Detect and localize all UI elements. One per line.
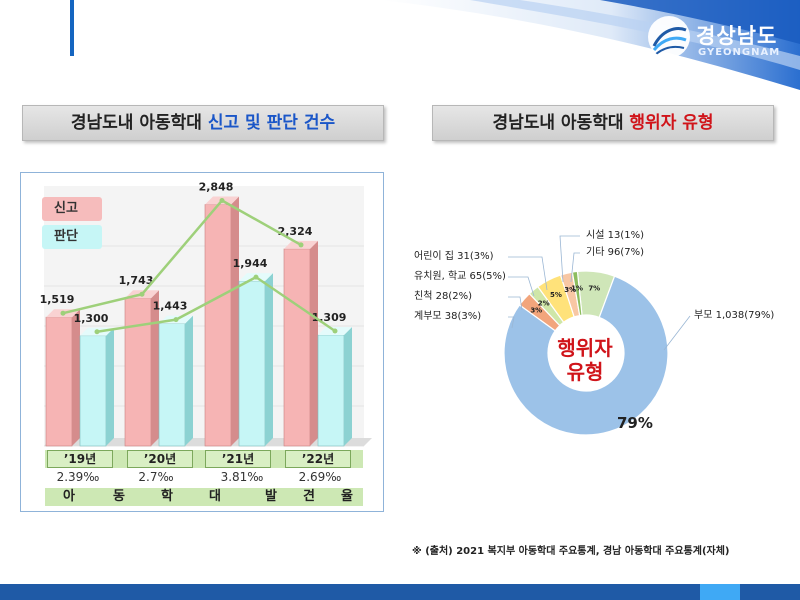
rate-title-char: 학 [161,489,173,504]
rate-title-char: 아 [63,489,75,504]
header-wave [380,0,800,90]
logo-name: 경상남도 [696,24,778,48]
leader-line [559,235,580,283]
bar-신고 [45,316,73,447]
trend-point [332,328,338,334]
year-label: ’22년 [285,450,351,468]
rate-title-row: 아 동 학 대 발 견 율 [45,488,363,506]
rate-value: 2.69‰ [298,470,342,484]
bar-value-label: 2,848 [199,180,234,193]
pie-label-relative: 친척 28(2%) [414,291,472,302]
trend-point [139,291,145,297]
trend-point [173,317,179,323]
donut-pct-label: 1% [571,285,583,293]
pie-label-other: 기타 96(7%) [586,247,644,258]
donut-slice-시설 [571,270,583,317]
bar-chart-title: 경남도내 아동학대 신고 및 판단 건수 [22,105,384,141]
trend-point [60,310,66,316]
year-label: ’19년 [47,450,113,468]
bar-side [310,240,318,446]
logo-english: GYEONGNAM [698,47,781,58]
trend-point [219,197,225,203]
legend-report: 신고 [42,197,102,221]
pie-chart-title: 경남도내 아동학대 행위자 유형 [432,105,774,141]
rate-title-char: 견 [303,489,315,504]
rate-title-char: 동 [113,489,125,504]
pie-center-label: 행위자 유형 [545,336,625,384]
donut-pct-label: 5% [550,291,562,299]
bar-신고 [124,297,152,447]
pie-pct-parent: 79% [617,414,653,432]
header-accent-bar [70,0,74,56]
bar-side [185,315,193,446]
rate-value: 2.7‰ [138,470,174,484]
donut-pct-label: 3% [564,286,576,294]
legend-judged: 판단 [42,225,102,249]
rate-title-char: 발 [265,489,277,504]
bar-value-label: 2,324 [278,225,313,238]
pie-chart-title-prefix: 경남도내 아동학대 [492,113,630,133]
bar-side [231,196,239,446]
pie-label-parent: 부모 1,038(79%) [694,310,775,321]
bar-판단 [79,335,107,447]
leader-line [663,315,691,351]
bar-value-label: 1,443 [153,300,188,313]
leader-line [508,316,515,329]
bar-side [265,273,273,446]
source-note: ※ (출처) 2021 복지부 아동학대 주요통계, 경남 아동학대 주요통계(… [412,546,730,557]
bar-chart-title-highlight: 신고 및 판단 건수 [207,113,336,133]
pie-chart-title-highlight: 행위자 유형 [629,113,714,133]
year-label: ’20년 [127,450,193,468]
year-axis: ’19년 ’20년 ’21년 ’22년 [45,450,363,468]
bar-신고 [204,204,232,447]
year-label: ’21년 [205,450,271,468]
trend-line-신고 [62,198,302,315]
rate-title-char: 율 [341,489,353,504]
trend-point [253,274,259,280]
bar-side [344,326,352,446]
bar-side [106,327,114,446]
bar-판단 [238,280,266,447]
leader-line [508,276,535,297]
pie-center-line: 행위자 [557,336,613,360]
donut-pct-label: 7% [588,285,600,293]
bar-side [151,290,159,446]
bar-판단 [158,323,186,447]
donut-pct-label: 3% [530,307,542,315]
gyeongnam-logo: 경상남도 GYEONGNAM [648,16,788,66]
trend-point [298,242,304,248]
trend-point [94,329,100,335]
bar-value-label: 1,944 [233,257,268,270]
donut-slice-부모 [503,275,669,436]
rate-title-char: 대 [209,489,221,504]
bar-chart-title-prefix: 경남도내 아동학대 [70,113,208,133]
pie-label-school: 유치원, 학교 65(5%) [414,271,506,282]
footer-accent [700,584,740,600]
leader-line [508,296,523,311]
leader-line [570,252,580,283]
pie-label-daycare: 어린이 집 31(3%) [414,251,494,262]
pie-label-facility: 시설 13(1%) [586,230,644,241]
bar-value-label: 1,300 [74,312,109,325]
bar-side [72,309,80,446]
footer-bar [0,584,800,600]
bar-value-label: 1,743 [119,274,154,287]
trend-line-판단 [96,275,336,333]
pie-center-line: 유형 [566,360,604,384]
gyeongnam-emblem-icon [648,16,690,58]
pie-label-stepparent: 계부모 38(3%) [414,311,482,322]
donut-pct-label: 2% [538,299,550,307]
leader-line [508,256,548,291]
bar-value-label: 1,519 [40,293,75,306]
rate-value: 2.39‰ [56,470,100,484]
rate-value: 3.81‰ [220,470,264,484]
